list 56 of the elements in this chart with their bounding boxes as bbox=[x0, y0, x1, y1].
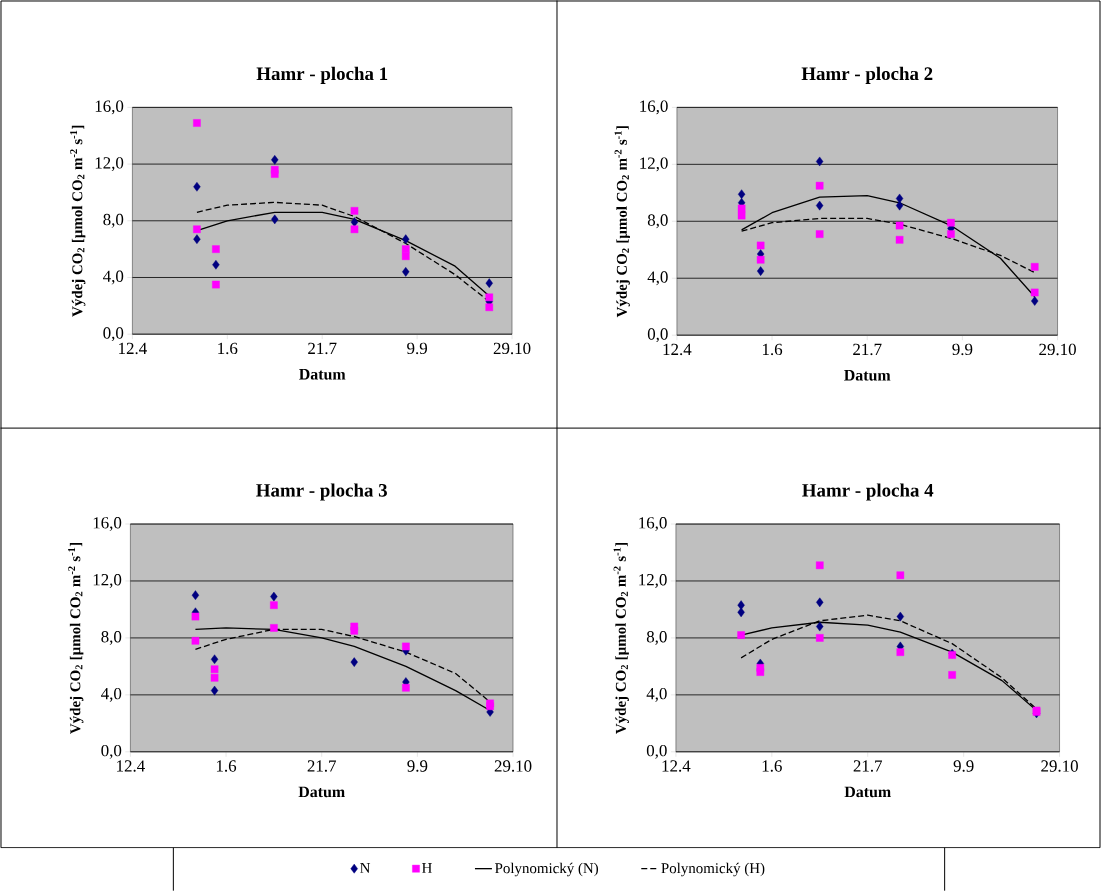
x-tick-label: 29.10 bbox=[493, 342, 531, 355]
text: Výdej CO$_{2}$ [µmol CO$_{2}$ m$^{-2}$ s$^{-1}$] bbox=[68, 542, 84, 734]
y-tick-label: 16,0 bbox=[639, 516, 667, 531]
x-tick-label: 29.10 bbox=[1041, 760, 1078, 772]
x-tick-label: 9.9 bbox=[952, 343, 973, 356]
legend-label: N bbox=[360, 862, 371, 873]
x-tick-label: 1.6 bbox=[218, 342, 238, 355]
x-tick-label: 9.9 bbox=[953, 760, 974, 772]
legend-label: Polynomický (N) bbox=[495, 862, 599, 877]
text: Výdej CO$_{2}$ [µmol CO$_{2}$ m$^{-2}$ s$^{-1}$] bbox=[613, 542, 629, 734]
x-axis-title: Datum bbox=[844, 369, 891, 381]
legend-label: Polynomický (H) bbox=[661, 862, 765, 877]
y-tick-label: 4,0 bbox=[647, 271, 668, 286]
x-tick-label: 12.4 bbox=[663, 343, 692, 356]
x-tick-label: 1.6 bbox=[762, 343, 783, 356]
chart-title: Hamr - plocha 3 bbox=[256, 483, 387, 501]
y-tick-label: 0,0 bbox=[101, 744, 122, 759]
y-tick-label: 0,0 bbox=[103, 327, 124, 342]
y-tick-label: 8,0 bbox=[647, 214, 668, 229]
x-tick-label: 9.9 bbox=[407, 760, 428, 772]
x-tick-label: 21.7 bbox=[853, 760, 883, 772]
y-tick-label: 16,0 bbox=[640, 100, 668, 115]
x-axis-title: Datum bbox=[299, 368, 346, 380]
y-tick-label: 12,0 bbox=[640, 157, 668, 172]
y-tick-label: 0,0 bbox=[646, 744, 667, 759]
text: Výdej CO$_{2}$ [µmol CO$_{2}$ m$^{-2}$ s$^{-1}$] bbox=[70, 125, 86, 317]
x-tick-label: 1.6 bbox=[216, 760, 237, 772]
x-tick-label: 21.7 bbox=[307, 760, 337, 772]
y-tick-label: 4,0 bbox=[101, 687, 122, 702]
x-tick-label: 21.7 bbox=[308, 342, 337, 355]
y-tick-label: 8,0 bbox=[103, 213, 124, 228]
x-tick-label: 12.4 bbox=[662, 760, 691, 772]
y-tick-label: 12,0 bbox=[93, 573, 122, 588]
chart-title: Hamr - plocha 2 bbox=[801, 66, 933, 84]
legend-label: H bbox=[422, 862, 432, 873]
x-tick-label: 12.4 bbox=[119, 342, 147, 355]
y-tick-label: 8,0 bbox=[646, 630, 667, 645]
x-axis-title: Datum bbox=[298, 786, 345, 798]
y-tick-label: 4,0 bbox=[646, 687, 667, 702]
x-tick-label: 12.4 bbox=[117, 760, 145, 772]
chart-title: Hamr - plocha 4 bbox=[802, 483, 934, 501]
y-tick-label: 4,0 bbox=[103, 270, 124, 285]
y-tick-label: 12,0 bbox=[639, 573, 667, 588]
x-tick-label: 29.10 bbox=[494, 760, 532, 772]
x-axis-title: Datum bbox=[844, 786, 891, 798]
x-tick-label: 1.6 bbox=[762, 760, 782, 772]
x-tick-label: 29.10 bbox=[1039, 343, 1076, 356]
chart-title: Hamr - plocha 1 bbox=[256, 66, 388, 84]
y-tick-label: 12,0 bbox=[95, 157, 124, 171]
y-tick-label: 8,0 bbox=[101, 630, 122, 645]
x-tick-label: 21.7 bbox=[853, 343, 882, 356]
y-tick-label: 16,0 bbox=[93, 516, 122, 531]
text: Výdej CO$_{2}$ [µmol CO$_{2}$ m$^{-2}$ s$^{-1}$] bbox=[614, 126, 630, 318]
y-tick-label: 0,0 bbox=[647, 328, 668, 343]
y-tick-label: 16,0 bbox=[95, 100, 124, 115]
x-tick-label: 9.9 bbox=[407, 342, 428, 355]
